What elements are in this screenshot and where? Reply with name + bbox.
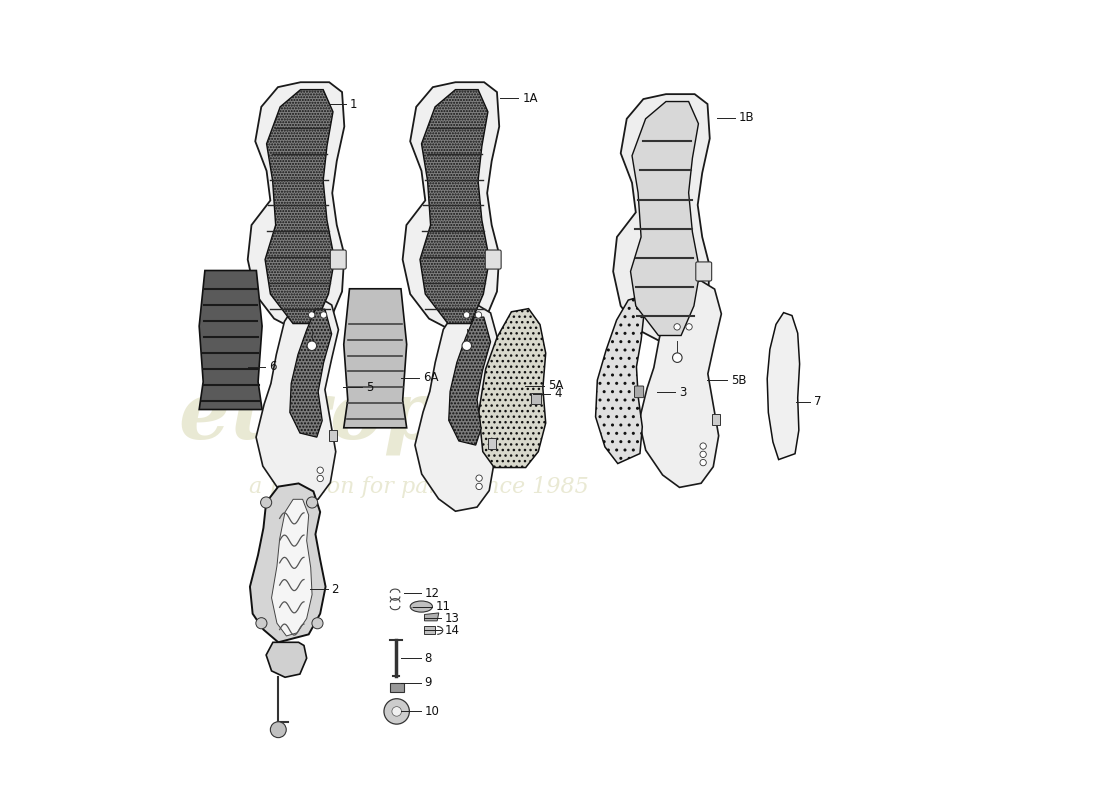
Circle shape	[307, 341, 317, 350]
Circle shape	[256, 618, 267, 629]
Polygon shape	[639, 281, 722, 487]
Text: 11: 11	[436, 600, 451, 613]
Circle shape	[674, 324, 680, 330]
Circle shape	[463, 312, 470, 318]
Text: 1A: 1A	[522, 92, 538, 105]
Polygon shape	[272, 499, 312, 636]
Circle shape	[476, 475, 482, 482]
Bar	[531, 393, 540, 404]
Text: 2: 2	[331, 582, 339, 595]
Circle shape	[308, 312, 315, 318]
Polygon shape	[266, 642, 307, 678]
Bar	[488, 438, 496, 450]
Text: 7: 7	[814, 395, 822, 408]
Circle shape	[700, 443, 706, 450]
Text: 5B: 5B	[732, 374, 747, 386]
Circle shape	[271, 722, 286, 738]
Bar	[712, 414, 720, 426]
Text: 5: 5	[365, 381, 373, 394]
Text: 6: 6	[268, 360, 276, 373]
Circle shape	[476, 483, 482, 490]
Polygon shape	[425, 626, 435, 634]
Circle shape	[700, 459, 706, 466]
Text: europes: europes	[178, 377, 537, 454]
Polygon shape	[595, 297, 644, 463]
Circle shape	[392, 706, 402, 716]
FancyBboxPatch shape	[635, 386, 643, 398]
Text: 9: 9	[425, 676, 432, 690]
Polygon shape	[613, 94, 710, 341]
FancyBboxPatch shape	[330, 250, 346, 269]
Polygon shape	[478, 309, 546, 467]
Text: 8: 8	[425, 652, 432, 665]
Bar	[389, 683, 404, 692]
FancyBboxPatch shape	[696, 262, 712, 281]
Circle shape	[261, 497, 272, 508]
Polygon shape	[256, 297, 339, 503]
Polygon shape	[425, 613, 439, 621]
Text: 13: 13	[446, 612, 460, 625]
Text: 3: 3	[679, 386, 686, 398]
Ellipse shape	[410, 601, 432, 612]
Circle shape	[307, 497, 318, 508]
Polygon shape	[403, 82, 499, 329]
Polygon shape	[415, 305, 497, 511]
Polygon shape	[250, 483, 326, 642]
Polygon shape	[630, 102, 700, 335]
Bar	[329, 430, 337, 442]
Text: 12: 12	[425, 586, 440, 599]
Circle shape	[672, 353, 682, 362]
Circle shape	[317, 467, 323, 474]
Polygon shape	[767, 313, 800, 459]
Circle shape	[384, 698, 409, 724]
Text: 10: 10	[425, 705, 439, 718]
Text: 14: 14	[446, 624, 460, 637]
Polygon shape	[449, 317, 491, 445]
Polygon shape	[420, 90, 490, 323]
Text: 5A: 5A	[549, 379, 564, 392]
Circle shape	[312, 618, 323, 629]
Polygon shape	[265, 90, 334, 323]
Text: 6A: 6A	[422, 371, 439, 384]
Circle shape	[317, 475, 323, 482]
Circle shape	[475, 312, 482, 318]
FancyBboxPatch shape	[485, 250, 502, 269]
Text: a passion for parts since 1985: a passion for parts since 1985	[249, 476, 588, 498]
Polygon shape	[344, 289, 407, 428]
Circle shape	[700, 451, 706, 458]
Circle shape	[462, 341, 472, 350]
Circle shape	[320, 312, 327, 318]
Text: 1B: 1B	[739, 111, 755, 125]
Circle shape	[686, 324, 692, 330]
Polygon shape	[248, 82, 344, 329]
Text: 1: 1	[350, 98, 358, 111]
Polygon shape	[289, 309, 332, 437]
Polygon shape	[199, 270, 262, 410]
Text: 4: 4	[554, 387, 561, 400]
